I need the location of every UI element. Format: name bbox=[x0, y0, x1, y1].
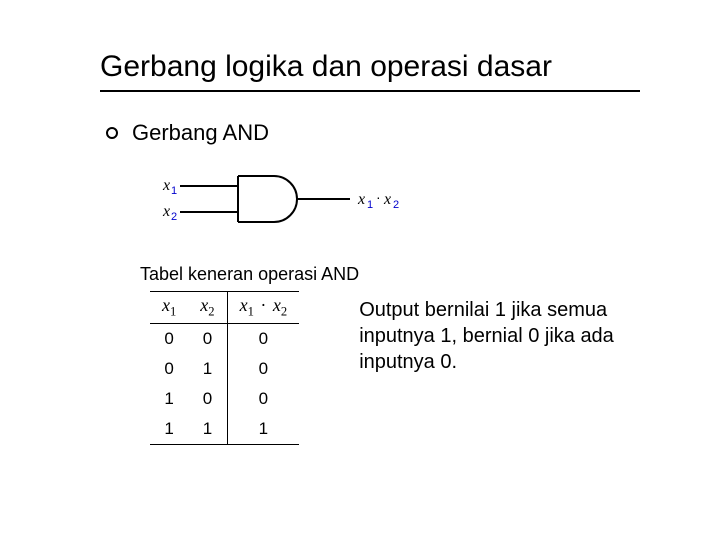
svg-text:2: 2 bbox=[393, 199, 399, 211]
truth-table: x1 x2 x1 · x2 0 0 0 bbox=[150, 291, 299, 445]
table-row: 1 1 1 bbox=[150, 414, 299, 445]
svg-text:1: 1 bbox=[367, 199, 373, 211]
and-gate-figure: x 1 x 2 x 1 · x 2 bbox=[160, 164, 640, 236]
col-header-x2: x2 bbox=[188, 292, 227, 324]
svg-text:x: x bbox=[162, 203, 170, 220]
table-row: 0 1 0 bbox=[150, 354, 299, 384]
slide-title: Gerbang logika dan operasi dasar bbox=[100, 50, 640, 92]
description-text: Output bernilai 1 jika semua inputnya 1,… bbox=[359, 297, 619, 375]
svg-text:1: 1 bbox=[171, 185, 177, 197]
truth-table-body: 0 0 0 0 1 0 1 0 0 1 1 1 bbox=[150, 323, 299, 444]
table-row: 1 0 0 bbox=[150, 384, 299, 414]
svg-text:x: x bbox=[357, 191, 365, 208]
bullet-item: Gerbang AND bbox=[106, 120, 640, 146]
table-row: 0 0 0 bbox=[150, 323, 299, 354]
svg-text:·: · bbox=[376, 189, 381, 205]
col-header-x1: x1 bbox=[150, 292, 188, 324]
svg-text:2: 2 bbox=[171, 211, 177, 223]
svg-text:x: x bbox=[162, 177, 170, 194]
sub-heading: Gerbang AND bbox=[132, 120, 269, 146]
truth-table-caption: Tabel keneran operasi AND bbox=[140, 264, 640, 285]
svg-text:x: x bbox=[383, 191, 391, 208]
col-header-result: x1 · x2 bbox=[227, 292, 299, 324]
bullet-icon bbox=[106, 127, 118, 139]
